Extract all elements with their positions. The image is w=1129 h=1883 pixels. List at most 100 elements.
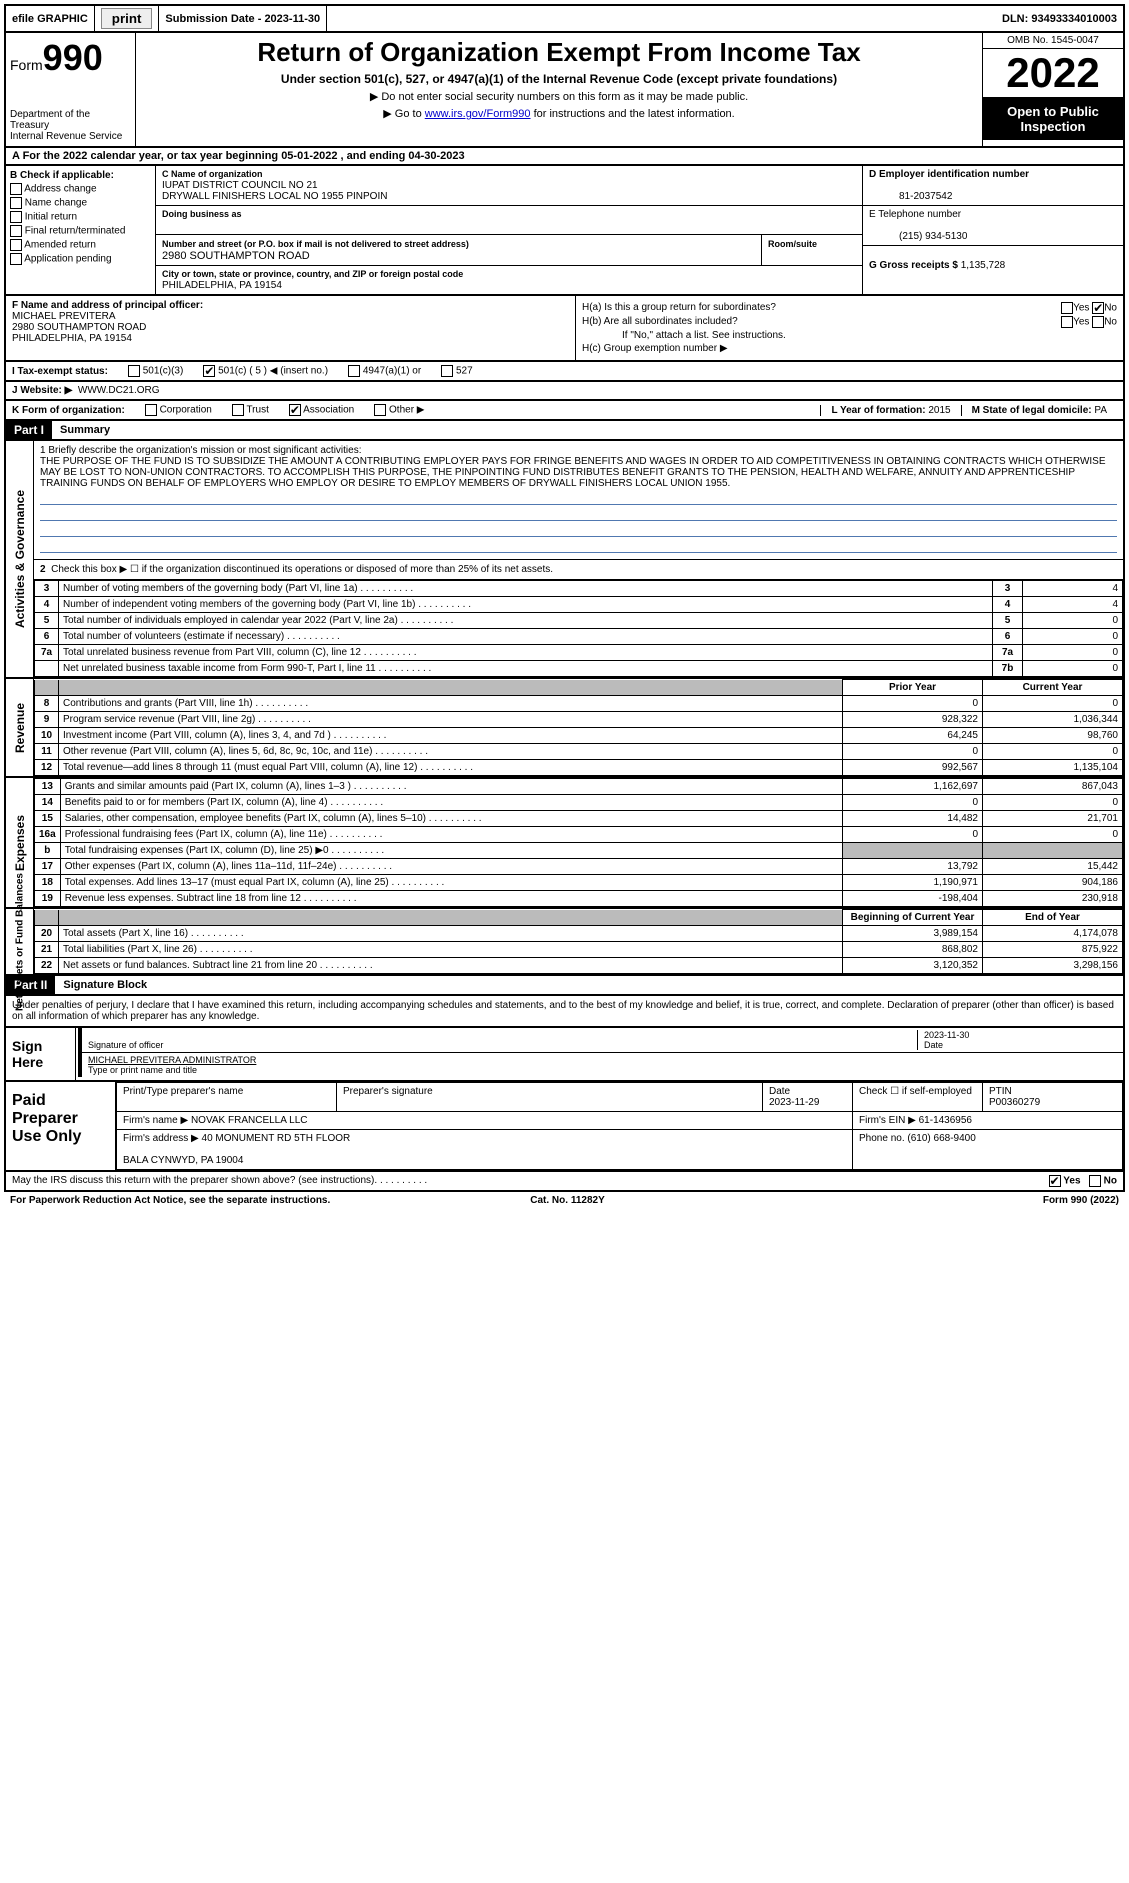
- discuss-yes[interactable]: [1049, 1175, 1061, 1187]
- hb-yes[interactable]: [1061, 316, 1073, 328]
- info-block: B Check if applicable: Address change Na…: [4, 166, 1125, 296]
- form-title: Return of Organization Exempt From Incom…: [144, 37, 974, 68]
- hb-yes-no: Yes No: [1061, 316, 1117, 328]
- ha-yes-no: Yes No: [1061, 302, 1117, 314]
- mission-text: THE PURPOSE OF THE FUND IS TO SUBSIDIZE …: [40, 456, 1106, 489]
- f-label: F Name and address of principal officer:: [12, 300, 203, 311]
- hb-label: H(b) Are all subordinates included?: [582, 316, 1061, 328]
- current-year-hdr: Current Year: [983, 680, 1123, 696]
- section-b: B Check if applicable: Address change Na…: [6, 166, 156, 294]
- k-assoc-label: Association: [303, 405, 354, 416]
- irs-link[interactable]: www.irs.gov/Form990: [425, 108, 531, 120]
- prep-date-val: 2023-11-29: [769, 1097, 819, 1108]
- i-label: I Tax-exempt status:: [12, 366, 108, 377]
- discuss-yn: Yes No: [1049, 1175, 1118, 1187]
- chk-assoc[interactable]: [289, 404, 301, 416]
- table-row: 20Total assets (Part X, line 16)3,989,15…: [35, 926, 1123, 942]
- chk-trust[interactable]: [232, 404, 244, 416]
- k-corp-label: Corporation: [160, 405, 212, 416]
- firm-phone-cell: Phone no. (610) 668-9400: [853, 1130, 1123, 1170]
- goto-pre: ▶ Go to: [383, 108, 424, 120]
- chk-initial-label: Initial return: [25, 212, 77, 223]
- sig-date-val: 2023-11-30: [924, 1030, 969, 1040]
- ein-cell: D Employer identification number 81-2037…: [863, 166, 1123, 206]
- ha-yes[interactable]: [1061, 302, 1073, 314]
- dln: DLN: 93493334010003: [996, 6, 1123, 31]
- l-val: 2015: [928, 405, 950, 416]
- cat-no: Cat. No. 11282Y: [530, 1195, 604, 1206]
- form-990-page: efile GRAPHIC print Submission Date - 20…: [0, 0, 1129, 1213]
- discuss-no[interactable]: [1089, 1175, 1101, 1187]
- chk-name-change[interactable]: Name change: [10, 197, 151, 209]
- prep-sig-label: Preparer's signature: [343, 1086, 433, 1097]
- table-row: 19Revenue less expenses. Subtract line 1…: [35, 891, 1123, 907]
- chk-other[interactable]: [374, 404, 386, 416]
- prep-date-cell: Date2023-11-29: [763, 1083, 853, 1112]
- prep-name-label: Print/Type preparer's name: [123, 1086, 243, 1097]
- no-label: No: [1104, 1176, 1117, 1187]
- chk-application-pending[interactable]: Application pending: [10, 253, 151, 265]
- table-row: 12Total revenue—add lines 8 through 11 (…: [35, 760, 1123, 776]
- hb-no[interactable]: [1092, 316, 1104, 328]
- chk-amended-return[interactable]: Amended return: [10, 239, 151, 251]
- sig-officer: Signature of officer: [88, 1030, 917, 1050]
- omb-number: OMB No. 1545-0047: [983, 33, 1123, 49]
- footer-row: For Paperwork Reduction Act Notice, see …: [4, 1192, 1125, 1209]
- part1-title: Summary: [52, 424, 110, 436]
- chk-4947[interactable]: [348, 365, 360, 377]
- i-501c3-label: 501(c)(3): [143, 366, 184, 377]
- chk-address-change[interactable]: Address change: [10, 183, 151, 195]
- city-state-zip: PHILADELPHIA, PA 19154: [162, 280, 282, 291]
- net-body: Beginning of Current Year End of Year 20…: [34, 909, 1123, 974]
- chk-501c3[interactable]: [128, 365, 140, 377]
- officer-typed-name: MICHAEL PREVITERA ADMINISTRATOR: [88, 1055, 256, 1065]
- chk-initial-return[interactable]: Initial return: [10, 211, 151, 223]
- form-num: 990: [43, 37, 103, 78]
- i-527: 527: [441, 365, 472, 377]
- dba-cell: Doing business as: [156, 206, 862, 235]
- i-501c: 501(c) ( 5 ) ◀ (insert no.): [203, 365, 328, 377]
- org-name: IUPAT DISTRICT COUNCIL NO 21 DRYWALL FIN…: [162, 180, 387, 202]
- officer-address: 2980 SOUTHAMPTON ROAD PHILADELPHIA, PA 1…: [12, 322, 146, 344]
- chk-corp[interactable]: [145, 404, 157, 416]
- firm-name-label: Firm's name ▶: [123, 1115, 188, 1126]
- mission-label: 1 Briefly describe the organization's mi…: [40, 445, 362, 456]
- table-row: 22Net assets or fund balances. Subtract …: [35, 958, 1123, 974]
- table-row: 14Benefits paid to or for members (Part …: [35, 795, 1123, 811]
- section-expenses: Expenses 13Grants and similar amounts pa…: [4, 778, 1125, 909]
- blank-line: [40, 491, 1117, 505]
- address-row: Number and street (or P.O. box if mail i…: [156, 235, 862, 266]
- topbar: efile GRAPHIC print Submission Date - 20…: [4, 4, 1125, 33]
- efile-label: efile GRAPHIC: [6, 6, 95, 31]
- k-corp: Corporation: [145, 404, 212, 416]
- prep-date-label: Date: [769, 1086, 790, 1097]
- room-label: Room/suite: [768, 239, 817, 249]
- section-f: F Name and address of principal officer:…: [6, 296, 576, 360]
- m-label: M State of legal domicile:: [972, 405, 1092, 416]
- chk-501c[interactable]: [203, 365, 215, 377]
- table-row: 4Number of independent voting members of…: [35, 597, 1123, 613]
- part2-badge: Part II: [6, 976, 55, 994]
- blank-line: [40, 507, 1117, 521]
- g-label: G Gross receipts $: [869, 260, 958, 271]
- sections-d-e-g: D Employer identification number 81-2037…: [863, 166, 1123, 294]
- chk-address-label: Address change: [24, 184, 96, 195]
- chk-527[interactable]: [441, 365, 453, 377]
- section-activities-governance: Activities & Governance 1 Briefly descri…: [4, 441, 1125, 679]
- h-a-line: H(a) Is this a group return for subordin…: [582, 302, 1117, 314]
- i-501c3: 501(c)(3): [128, 365, 183, 377]
- sign-here-label: Sign Here: [6, 1028, 76, 1080]
- chk-final-label: Final return/terminated: [25, 226, 126, 237]
- table-row: 5Total number of individuals employed in…: [35, 613, 1123, 629]
- ha-no[interactable]: [1092, 302, 1104, 314]
- yes-label: Yes: [1063, 1176, 1080, 1187]
- chk-final-return[interactable]: Final return/terminated: [10, 225, 151, 237]
- table-row: 9Program service revenue (Part VIII, lin…: [35, 712, 1123, 728]
- i-c-val: 5: [255, 366, 261, 377]
- street-cell: Number and street (or P.O. box if mail i…: [156, 235, 762, 265]
- print-button[interactable]: print: [101, 8, 153, 29]
- beginning-year-hdr: Beginning of Current Year: [843, 910, 983, 926]
- section-net-assets: Net Assets or Fund Balances Beginning of…: [4, 909, 1125, 976]
- firm-ein-label: Firm's EIN ▶: [859, 1115, 916, 1126]
- tax-year: 2022: [983, 49, 1123, 98]
